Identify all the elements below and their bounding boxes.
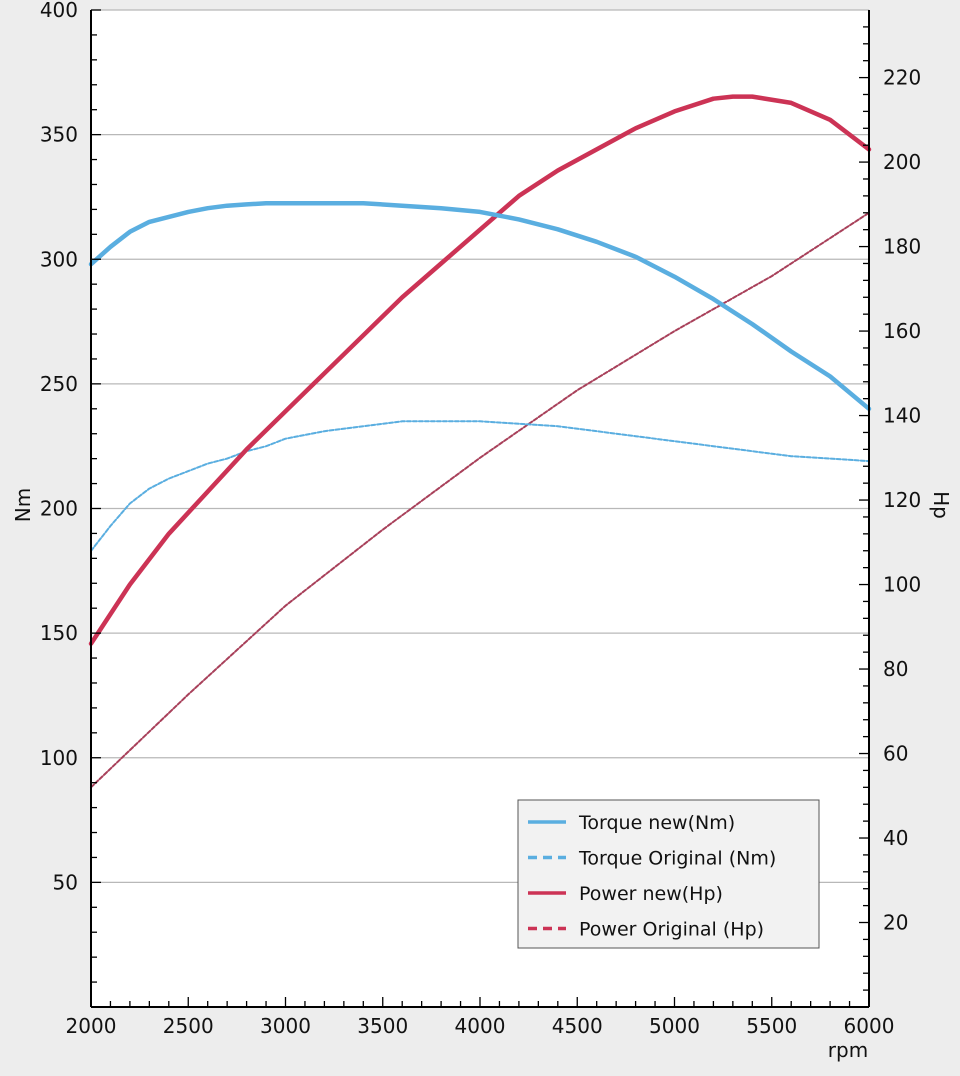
left-y-tick-label: 300 bbox=[40, 247, 78, 271]
series-line-torque-new-nm bbox=[88, 200, 872, 412]
right-y-tick-label: 100 bbox=[883, 573, 921, 597]
x-tick-label: 3500 bbox=[357, 1014, 408, 1038]
right-y-tick-label: 140 bbox=[883, 404, 921, 428]
legend-item: Power new(Hp) bbox=[528, 883, 723, 905]
legend-label: Power Original (Hp) bbox=[579, 919, 764, 941]
right-y-tick-label: 20 bbox=[883, 911, 908, 935]
x-tick-label: 4500 bbox=[552, 1014, 603, 1038]
legend: Torque new(Nm) Torque Original (Nm) Power … bbox=[517, 799, 820, 949]
right-y-tick-label: 40 bbox=[883, 826, 908, 850]
left-y-tick-label: 200 bbox=[40, 497, 78, 521]
legend-label: Torque new(Nm) bbox=[578, 812, 735, 834]
right-y-tick-label: 160 bbox=[883, 319, 921, 343]
legend-item: Power Original (Hp) bbox=[528, 919, 764, 941]
x-tick-label: 6000 bbox=[844, 1014, 895, 1038]
left-y-tick-label: 100 bbox=[40, 746, 78, 770]
x-axis-ticks: 2000 2500 3000 3500 4000 4500 5000 5500 6000 bbox=[66, 997, 895, 1038]
x-tick-label: 5000 bbox=[649, 1014, 700, 1038]
legend-label: Power new(Hp) bbox=[579, 883, 723, 905]
series-line-power-original-hp bbox=[90, 211, 870, 789]
right-y-tick-label: 200 bbox=[883, 150, 921, 174]
left-y-tick-label: 400 bbox=[40, 0, 78, 22]
legend-label: Torque Original (Nm) bbox=[578, 848, 776, 870]
legend-item: Torque new(Nm) bbox=[528, 812, 735, 834]
legend-box bbox=[517, 799, 820, 949]
series-line-torque-original-nm bbox=[90, 420, 870, 552]
x-tick-label: 5500 bbox=[746, 1014, 797, 1038]
series-line-power-new-hp bbox=[88, 94, 872, 646]
x-tick-label: 4000 bbox=[455, 1014, 506, 1038]
right-y-tick-label: 180 bbox=[883, 235, 921, 259]
right-y-tick-label: 80 bbox=[883, 657, 908, 681]
left-y-tick-label: 150 bbox=[40, 621, 78, 645]
x-axis-title: rpm bbox=[828, 1038, 868, 1062]
right-y-axis-ticks: 20 40 60 80 100 120 140 160 180 200 220 bbox=[859, 26, 921, 991]
right-y-tick-label: 60 bbox=[883, 742, 908, 766]
left-y-axis-ticks: 50 100 150 200 250 300 350 400 bbox=[40, 0, 101, 983]
left-y-tick-label: 250 bbox=[40, 372, 78, 396]
legend-item: Torque Original (Nm) bbox=[528, 848, 776, 870]
x-tick-label: 2000 bbox=[66, 1014, 117, 1038]
x-tick-label: 2500 bbox=[163, 1014, 214, 1038]
gridlines bbox=[91, 9, 869, 883]
x-tick-label: 3000 bbox=[260, 1014, 311, 1038]
right-y-tick-label: 120 bbox=[883, 488, 921, 512]
left-y-tick-label: 50 bbox=[53, 870, 78, 894]
right-y-axis-title: Hp bbox=[929, 491, 953, 519]
series-layer bbox=[88, 94, 872, 789]
left-y-tick-label: 350 bbox=[40, 123, 78, 147]
right-y-tick-label: 220 bbox=[883, 66, 921, 90]
left-y-axis-title: Nm bbox=[11, 488, 35, 522]
